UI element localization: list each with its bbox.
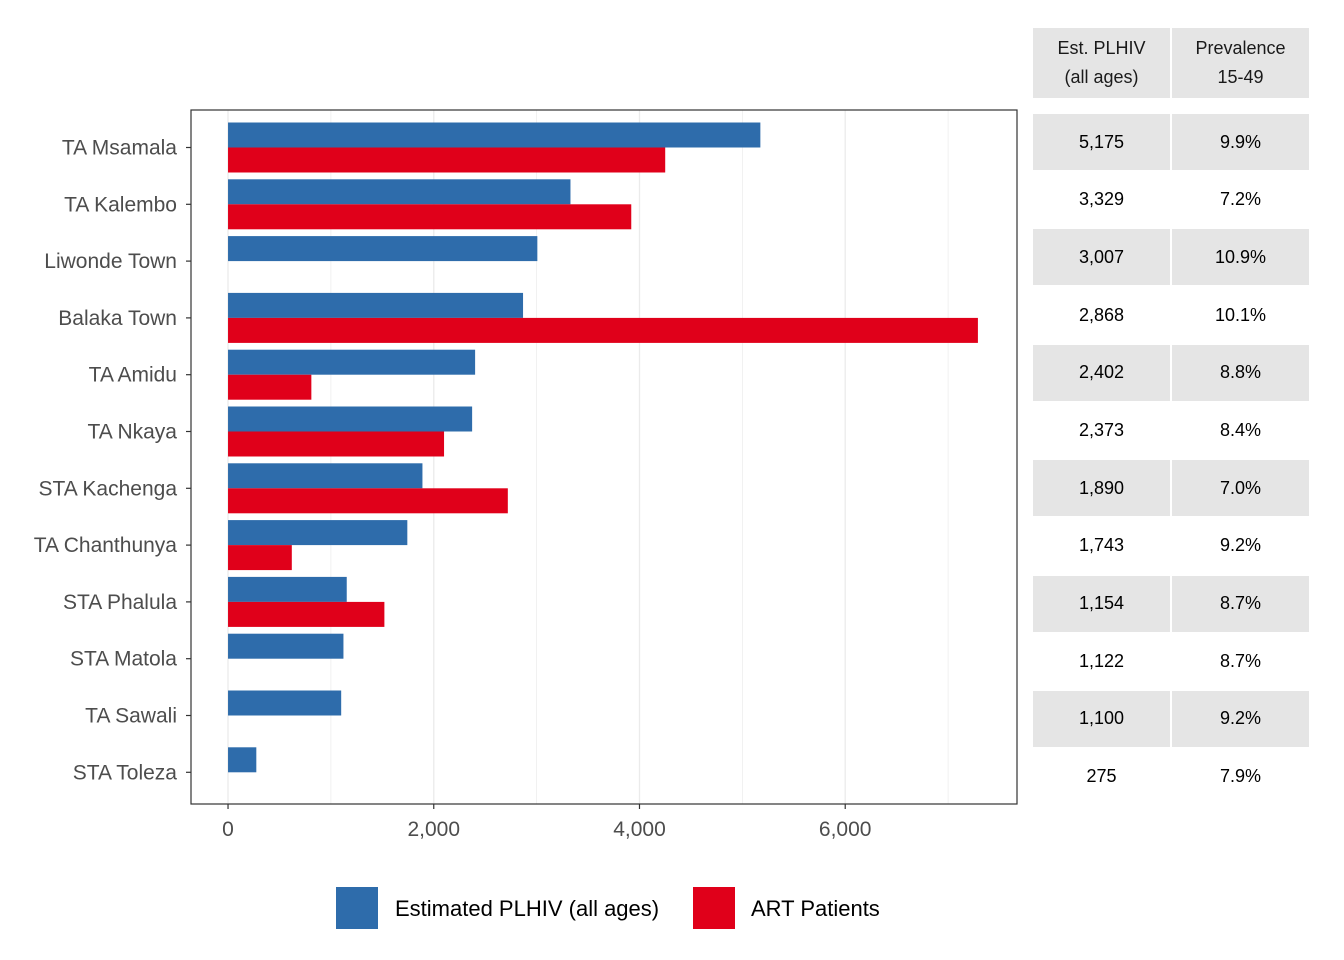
- cell-prevalence: 8.8%: [1172, 344, 1309, 401]
- cell-prevalence: 9.2%: [1219, 535, 1262, 556]
- x-tick-label: 0: [222, 818, 234, 841]
- legend-label: ART Patients: [751, 896, 880, 921]
- bar-art-patients: [228, 204, 632, 230]
- y-tick-label: TA Amidu: [89, 364, 177, 387]
- header-prevalence: Prevalence 15-49: [1172, 28, 1309, 98]
- bar-art-patients: [228, 545, 292, 571]
- cell-est-plhiv: 1,743: [1078, 535, 1125, 556]
- y-tick-label: TA Chanthunya: [34, 534, 178, 557]
- y-tick-label: STA Toleza: [73, 761, 178, 784]
- x-axis-ticks: 0 2,000 4,000 6,000: [222, 804, 871, 841]
- cell-est-plhiv: 2,868: [1078, 304, 1125, 325]
- y-tick-label: STA Kachenga: [38, 477, 177, 500]
- cell-est-plhiv: 1,890: [1033, 460, 1170, 517]
- bar-art-patients: [228, 431, 445, 457]
- cell-prevalence: 8.7%: [1219, 650, 1262, 671]
- table-row: 2,373 8.4%: [1033, 402, 1316, 458]
- y-tick-label: Liwonde Town: [44, 250, 177, 273]
- bar-art-patients: [228, 488, 508, 514]
- bar-estimated-plhiv: [228, 633, 344, 659]
- y-axis-labels: TA Msamala TA Kalembo Liwonde Town Balaka T…: [34, 137, 191, 784]
- bar-estimated-plhiv: [228, 520, 408, 546]
- y-tick-label: TA Nkaya: [88, 421, 178, 444]
- plot-panel-border: [190, 109, 1018, 805]
- bar-estimated-plhiv: [228, 690, 342, 716]
- bar-estimated-plhiv: [228, 236, 538, 262]
- table-body: 5,175 9.9% 3,329 7.2% 3,007 10.9% 2,868 10.1% 2,…: [1033, 114, 1316, 805]
- bar-estimated-plhiv: [228, 349, 476, 375]
- bar-estimated-plhiv: [228, 122, 761, 148]
- cell-est-plhiv: 2,402: [1033, 344, 1170, 401]
- cell-est-plhiv: 275: [1086, 766, 1117, 787]
- table-row: 2,402 8.8%: [1033, 344, 1316, 401]
- y-tick-label: STA Phalula: [63, 591, 177, 614]
- cell-est-plhiv: 1,154: [1033, 575, 1170, 632]
- bar-art-patients: [228, 147, 666, 173]
- cell-est-plhiv: 3,329: [1078, 189, 1125, 210]
- cell-prevalence: 9.2%: [1172, 690, 1309, 747]
- cell-est-plhiv: 1,122: [1078, 650, 1125, 671]
- cell-est-plhiv: 2,373: [1078, 419, 1125, 440]
- bar-estimated-plhiv: [228, 747, 257, 773]
- table-row: 1,743 9.2%: [1033, 518, 1316, 574]
- table-row: 3,329 7.2%: [1033, 172, 1316, 228]
- y-tick-label: STA Matola: [70, 648, 177, 671]
- bars: [228, 122, 978, 773]
- legend-swatch: [693, 887, 735, 929]
- y-tick-label: TA Msamala: [62, 137, 177, 160]
- legend-swatch: [336, 887, 378, 929]
- table-row: 1,122 8.7%: [1033, 633, 1316, 689]
- y-tick-label: Balaka Town: [58, 307, 177, 330]
- cell-prevalence: 8.4%: [1219, 419, 1262, 440]
- bar-estimated-plhiv: [228, 179, 571, 205]
- table-row: 1,100 9.2%: [1033, 690, 1316, 747]
- bar-art-patients: [228, 601, 385, 627]
- table-header: Est. PLHIV (all ages) Prevalence 15-49: [1033, 28, 1316, 98]
- x-tick-label: 4,000: [613, 818, 666, 841]
- cell-prevalence: 7.2%: [1219, 189, 1262, 210]
- x-tick-label: 6,000: [819, 818, 872, 841]
- cell-prevalence: 7.9%: [1219, 766, 1262, 787]
- table-row: 5,175 9.9%: [1033, 114, 1316, 170]
- bar-estimated-plhiv: [228, 292, 524, 318]
- legend-label: Estimated PLHIV (all ages): [395, 896, 659, 921]
- legend: Estimated PLHIV (all ages) ART Patients: [336, 887, 880, 929]
- table-row: 1,890 7.0%: [1033, 460, 1316, 517]
- table-row: 2,868 10.1%: [1033, 287, 1316, 343]
- bar-estimated-plhiv: [228, 463, 423, 489]
- cell-prevalence: 9.9%: [1172, 114, 1309, 170]
- bar-art-patients: [228, 317, 978, 343]
- bar-estimated-plhiv: [228, 576, 347, 602]
- cell-est-plhiv: 5,175: [1033, 114, 1170, 170]
- x-tick-label: 2,000: [407, 818, 460, 841]
- y-tick-label: TA Kalembo: [64, 193, 177, 216]
- cell-prevalence: 10.1%: [1214, 304, 1267, 325]
- summary-table: Est. PLHIV (all ages) Prevalence 15-49 5…: [1033, 28, 1316, 806]
- header-est-plhiv: Est. PLHIV (all ages): [1033, 28, 1170, 98]
- cell-prevalence: 7.0%: [1172, 460, 1309, 517]
- table-row: 275 7.9%: [1033, 749, 1316, 805]
- bar-art-patients: [228, 374, 312, 400]
- cell-prevalence: 10.9%: [1172, 229, 1309, 286]
- cell-prevalence: 8.7%: [1172, 575, 1309, 632]
- table-row: 1,154 8.7%: [1033, 575, 1316, 632]
- cell-est-plhiv: 1,100: [1033, 690, 1170, 747]
- y-tick-label: TA Sawali: [85, 705, 177, 728]
- bar-estimated-plhiv: [228, 406, 473, 432]
- table-row: 3,007 10.9%: [1033, 229, 1316, 286]
- cell-est-plhiv: 3,007: [1033, 229, 1170, 286]
